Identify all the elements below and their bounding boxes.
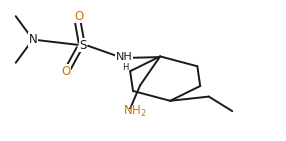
Text: H: H <box>122 63 128 72</box>
Text: O: O <box>61 65 70 78</box>
Text: S: S <box>79 39 87 52</box>
Text: O: O <box>74 10 83 23</box>
Text: NH$_2$: NH$_2$ <box>123 104 147 119</box>
Text: N: N <box>29 33 37 46</box>
Text: NH: NH <box>116 52 133 62</box>
